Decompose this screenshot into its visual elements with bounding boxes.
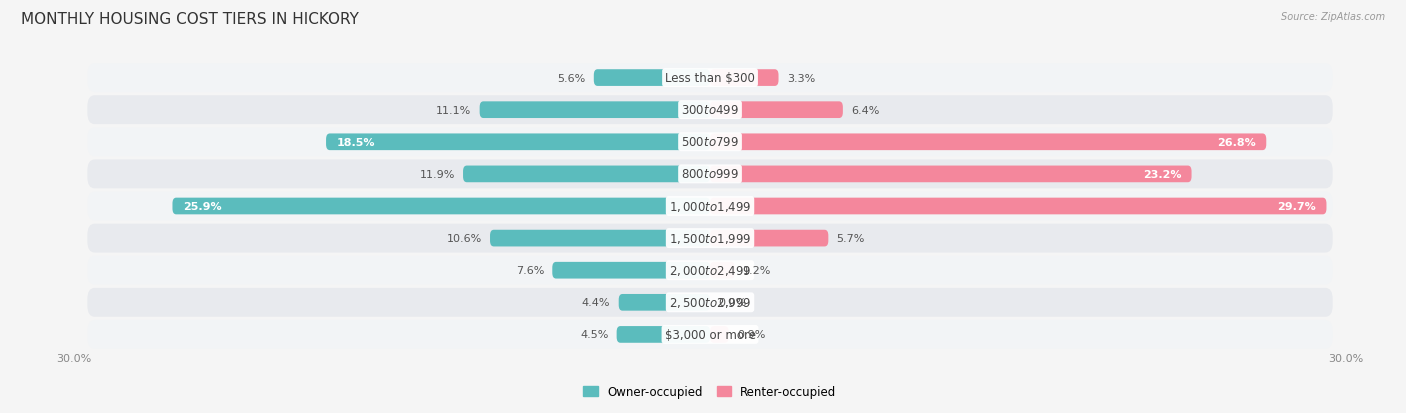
Text: 23.2%: 23.2%	[1143, 169, 1181, 180]
Text: 5.6%: 5.6%	[557, 74, 585, 83]
FancyBboxPatch shape	[617, 326, 710, 343]
FancyBboxPatch shape	[593, 70, 710, 87]
FancyBboxPatch shape	[710, 70, 779, 87]
Text: $300 to $499: $300 to $499	[681, 104, 740, 117]
FancyBboxPatch shape	[87, 320, 1333, 349]
Text: Source: ZipAtlas.com: Source: ZipAtlas.com	[1281, 12, 1385, 22]
FancyBboxPatch shape	[619, 294, 710, 311]
Text: 29.7%: 29.7%	[1277, 202, 1316, 211]
FancyBboxPatch shape	[87, 96, 1333, 125]
Text: $2,500 to $2,999: $2,500 to $2,999	[669, 296, 751, 310]
FancyBboxPatch shape	[553, 262, 710, 279]
Text: 25.9%: 25.9%	[183, 202, 222, 211]
Text: 1.2%: 1.2%	[744, 266, 772, 275]
FancyBboxPatch shape	[173, 198, 710, 215]
Text: $1,000 to $1,499: $1,000 to $1,499	[669, 199, 751, 214]
Text: $2,000 to $2,499: $2,000 to $2,499	[669, 263, 751, 278]
FancyBboxPatch shape	[710, 102, 842, 119]
FancyBboxPatch shape	[710, 262, 735, 279]
Text: $500 to $799: $500 to $799	[681, 136, 740, 149]
Text: 11.9%: 11.9%	[419, 169, 454, 180]
Text: 30.0%: 30.0%	[1329, 353, 1364, 363]
Text: 7.6%: 7.6%	[516, 266, 544, 275]
FancyBboxPatch shape	[87, 256, 1333, 285]
Text: 4.4%: 4.4%	[582, 298, 610, 308]
Text: 11.1%: 11.1%	[436, 105, 471, 115]
FancyBboxPatch shape	[463, 166, 710, 183]
FancyBboxPatch shape	[710, 198, 1326, 215]
Legend: Owner-occupied, Renter-occupied: Owner-occupied, Renter-occupied	[583, 385, 837, 399]
FancyBboxPatch shape	[87, 224, 1333, 253]
Text: 10.6%: 10.6%	[447, 233, 482, 244]
FancyBboxPatch shape	[87, 128, 1333, 157]
FancyBboxPatch shape	[479, 102, 710, 119]
Text: $1,500 to $1,999: $1,500 to $1,999	[669, 232, 751, 245]
Text: 6.4%: 6.4%	[851, 105, 880, 115]
Text: 4.5%: 4.5%	[579, 330, 609, 339]
Text: 0.9%: 0.9%	[737, 330, 765, 339]
Text: 0.0%: 0.0%	[718, 298, 747, 308]
Text: 5.7%: 5.7%	[837, 233, 865, 244]
Text: 26.8%: 26.8%	[1218, 138, 1256, 147]
FancyBboxPatch shape	[87, 64, 1333, 93]
FancyBboxPatch shape	[87, 160, 1333, 189]
Text: $800 to $999: $800 to $999	[681, 168, 740, 181]
FancyBboxPatch shape	[710, 166, 1191, 183]
FancyBboxPatch shape	[710, 230, 828, 247]
FancyBboxPatch shape	[326, 134, 710, 151]
Text: $3,000 or more: $3,000 or more	[665, 328, 755, 341]
Text: 3.3%: 3.3%	[787, 74, 815, 83]
FancyBboxPatch shape	[710, 134, 1267, 151]
FancyBboxPatch shape	[710, 326, 728, 343]
FancyBboxPatch shape	[491, 230, 710, 247]
Text: MONTHLY HOUSING COST TIERS IN HICKORY: MONTHLY HOUSING COST TIERS IN HICKORY	[21, 12, 359, 27]
Text: 18.5%: 18.5%	[336, 138, 375, 147]
Text: 30.0%: 30.0%	[56, 353, 91, 363]
FancyBboxPatch shape	[87, 192, 1333, 221]
FancyBboxPatch shape	[87, 288, 1333, 317]
Text: Less than $300: Less than $300	[665, 72, 755, 85]
